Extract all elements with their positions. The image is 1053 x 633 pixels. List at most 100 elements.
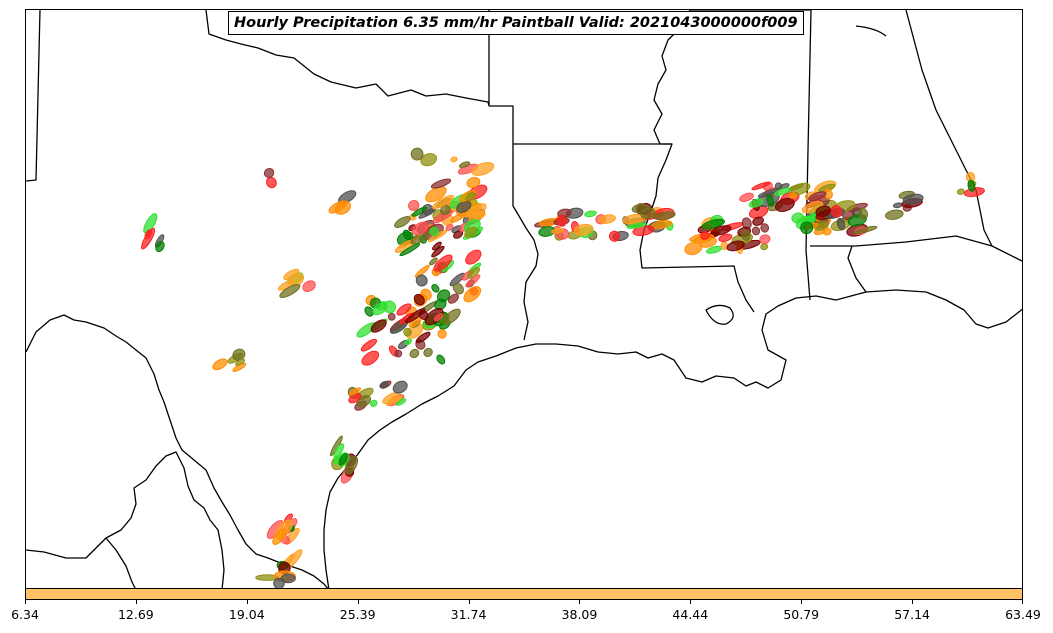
al-ga-border bbox=[905, 10, 993, 247]
precip-blob bbox=[272, 528, 287, 545]
precip-blob bbox=[405, 308, 426, 324]
precip-blob bbox=[720, 241, 729, 250]
precip-blob bbox=[739, 192, 754, 202]
precip-blob bbox=[760, 223, 770, 233]
red-river-border bbox=[205, 10, 490, 107]
precip-blob bbox=[808, 191, 827, 202]
precip-blob bbox=[429, 257, 438, 266]
basemap bbox=[26, 10, 1022, 588]
precip-blob bbox=[408, 200, 420, 211]
precip-blob bbox=[773, 187, 791, 196]
precip-blob bbox=[143, 213, 158, 234]
precip-blob bbox=[141, 227, 156, 250]
precip-blob bbox=[967, 179, 976, 192]
precip-blob bbox=[741, 229, 751, 241]
precip-blob bbox=[466, 203, 487, 218]
precip-blob bbox=[432, 241, 442, 251]
precip-blob bbox=[752, 216, 764, 226]
precip-blob bbox=[458, 161, 471, 168]
ms-al-border bbox=[805, 10, 812, 301]
gulf-coastline bbox=[323, 289, 1022, 588]
precip-blob bbox=[396, 303, 412, 316]
precip-blob bbox=[370, 319, 387, 333]
precip-blob bbox=[759, 234, 771, 245]
precip-blob bbox=[273, 577, 285, 588]
precip-blob bbox=[348, 387, 362, 396]
precip-blob bbox=[415, 331, 431, 344]
precip-blob bbox=[392, 380, 408, 394]
mexico-state-line bbox=[105, 451, 225, 588]
precip-blob bbox=[411, 221, 429, 236]
precip-blob bbox=[748, 198, 764, 208]
precip-blob bbox=[433, 313, 444, 322]
map-panel bbox=[25, 9, 1023, 589]
precip-blob bbox=[726, 240, 745, 252]
precip-blob bbox=[212, 358, 228, 371]
precip-blob bbox=[433, 254, 453, 272]
precip-blob bbox=[766, 194, 775, 207]
precip-blob bbox=[626, 222, 647, 229]
colorbar-tick-label: 31.74 bbox=[450, 607, 487, 622]
precip-blob bbox=[333, 443, 345, 459]
precip-blob bbox=[598, 214, 616, 224]
colorbar-tick-label: 57.14 bbox=[894, 607, 931, 622]
precip-blob bbox=[718, 233, 733, 242]
precip-blob bbox=[448, 293, 459, 304]
precip-blob bbox=[410, 147, 424, 161]
precip-blob bbox=[700, 231, 710, 240]
precip-blob bbox=[858, 207, 868, 220]
precip-blob bbox=[453, 230, 464, 239]
precip-blob bbox=[283, 268, 300, 281]
colorbar-tick bbox=[135, 599, 137, 604]
rio-grande-border bbox=[26, 314, 329, 588]
mexico-state-line bbox=[26, 537, 136, 588]
precip-blob bbox=[394, 349, 403, 358]
precip-blob bbox=[452, 282, 464, 295]
mississippi-river-border bbox=[639, 10, 755, 313]
precip-blob bbox=[425, 186, 447, 203]
precip-blob bbox=[402, 229, 412, 241]
precip-blob bbox=[429, 226, 439, 237]
al-fl-border bbox=[810, 235, 1022, 262]
precip-blob bbox=[442, 308, 461, 325]
precip-blob bbox=[464, 226, 478, 238]
precip-blob bbox=[411, 206, 427, 217]
precip-blob bbox=[640, 207, 656, 220]
precip-blob bbox=[431, 284, 440, 293]
precip-blob bbox=[902, 193, 924, 205]
precip-blob bbox=[414, 264, 430, 278]
precip-blob bbox=[853, 225, 878, 235]
colorbar-tick bbox=[1022, 599, 1023, 604]
precip-blob bbox=[364, 306, 374, 317]
colorbar-tick bbox=[579, 599, 581, 604]
precip-blob bbox=[471, 162, 495, 176]
precip-blob bbox=[788, 192, 797, 200]
precip-blob bbox=[551, 227, 564, 234]
precip-blob bbox=[413, 293, 425, 306]
precip-blob bbox=[815, 205, 831, 217]
precip-blob bbox=[379, 380, 389, 389]
precip-blob bbox=[430, 178, 452, 189]
precip-blob bbox=[584, 210, 597, 218]
precip-blob bbox=[386, 395, 403, 406]
colorbar-tick-label: 25.39 bbox=[339, 607, 376, 622]
precip-blob bbox=[466, 176, 481, 189]
colorbar-tick bbox=[25, 599, 26, 604]
precip-blob bbox=[263, 167, 275, 179]
precip-blob bbox=[885, 209, 904, 220]
map-title: Hourly Precipitation 6.35 mm/hr Paintbal… bbox=[228, 11, 804, 35]
precip-blob bbox=[235, 358, 246, 366]
precip-blob bbox=[774, 197, 795, 212]
colorbar-tick-label: 50.79 bbox=[783, 607, 820, 622]
precip-blob bbox=[801, 201, 824, 214]
precip-blob bbox=[892, 202, 903, 209]
precip-blob bbox=[409, 348, 420, 359]
precip-blobs bbox=[141, 147, 985, 588]
colorbar-tick bbox=[357, 599, 359, 604]
colorbar-tick bbox=[690, 599, 692, 604]
precip-blob bbox=[456, 200, 472, 214]
precip-blob bbox=[449, 272, 465, 287]
precip-blob bbox=[653, 211, 676, 221]
precip-blob bbox=[155, 241, 165, 253]
precip-blob bbox=[302, 280, 316, 293]
